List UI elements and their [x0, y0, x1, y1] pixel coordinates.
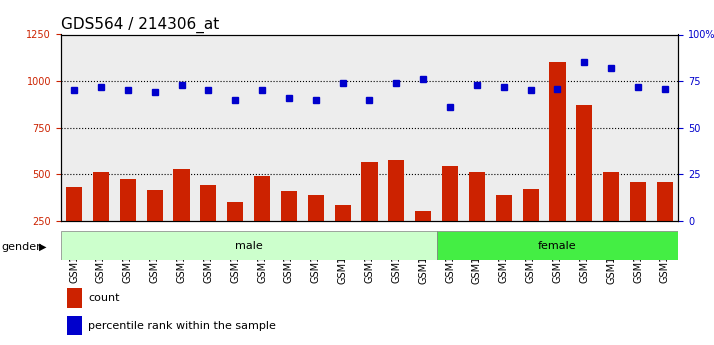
Bar	[329, 34, 356, 221]
Bar	[248, 34, 276, 221]
Text: gender: gender	[1, 242, 41, 252]
Bar	[651, 34, 678, 221]
Bar	[66, 187, 82, 267]
Text: female: female	[538, 241, 577, 251]
Bar	[361, 162, 378, 267]
Bar	[93, 172, 109, 267]
Text: ▶: ▶	[39, 242, 47, 252]
Text: count: count	[89, 293, 120, 303]
Bar	[657, 182, 673, 267]
Text: GDS564 / 214306_at: GDS564 / 214306_at	[61, 17, 219, 33]
Bar	[67, 288, 82, 308]
Bar	[463, 34, 491, 221]
Bar	[437, 231, 678, 260]
Bar	[174, 169, 190, 267]
Bar	[496, 195, 512, 267]
Bar	[114, 34, 141, 221]
Bar	[571, 34, 598, 221]
Bar	[410, 34, 437, 221]
Bar	[168, 34, 195, 221]
Bar	[281, 191, 297, 267]
Bar	[598, 34, 625, 221]
Bar	[308, 195, 324, 267]
Bar	[335, 205, 351, 267]
Bar	[576, 105, 593, 267]
Bar	[523, 189, 538, 267]
Bar	[544, 34, 571, 221]
Bar	[549, 62, 565, 267]
Bar	[625, 34, 651, 221]
Bar	[491, 34, 517, 221]
Bar	[201, 185, 216, 267]
Bar	[517, 34, 544, 221]
Bar	[383, 34, 410, 221]
Bar	[88, 34, 114, 221]
Bar	[437, 34, 463, 221]
Bar	[442, 166, 458, 267]
Bar	[222, 34, 248, 221]
Text: percentile rank within the sample: percentile rank within the sample	[89, 321, 276, 331]
Bar	[146, 190, 163, 267]
Bar	[61, 34, 88, 221]
Bar	[469, 172, 485, 267]
Bar	[302, 34, 329, 221]
Bar	[67, 316, 82, 335]
Bar	[356, 34, 383, 221]
Bar	[120, 179, 136, 267]
Text: male: male	[235, 241, 263, 251]
Bar	[141, 34, 168, 221]
Bar	[276, 34, 302, 221]
Bar	[195, 34, 222, 221]
Bar	[61, 231, 437, 260]
Bar	[388, 160, 404, 267]
Bar	[630, 182, 646, 267]
Bar	[227, 202, 243, 267]
Bar	[254, 176, 270, 267]
Bar	[603, 172, 619, 267]
Bar	[415, 211, 431, 267]
